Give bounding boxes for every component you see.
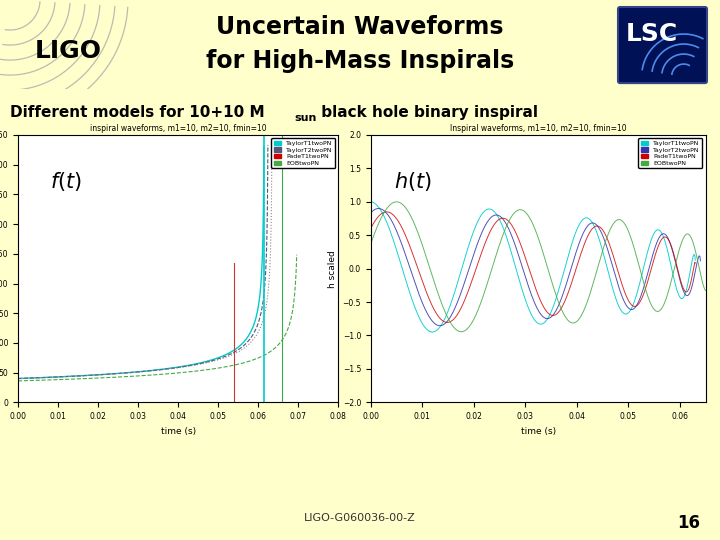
Text: LIGO: LIGO xyxy=(35,39,102,63)
Text: $h(t)$: $h(t)$ xyxy=(395,171,432,193)
Legend: TaylorT1twoPN, TaylorT2twoPN, PadeT1twoPN, EOBtwoPN: TaylorT1twoPN, TaylorT2twoPN, PadeT1twoP… xyxy=(271,138,336,168)
Text: LSC: LSC xyxy=(626,22,678,46)
Text: black hole binary inspiral: black hole binary inspiral xyxy=(316,105,538,120)
Text: $f(t)$: $f(t)$ xyxy=(50,171,82,193)
Text: 16: 16 xyxy=(677,514,700,532)
Text: for High-Mass Inspirals: for High-Mass Inspirals xyxy=(206,49,514,73)
Legend: TaylorT1twoPN, TaylorT2twoPN, PadeT1twoPN, EOBtwoPN: TaylorT1twoPN, TaylorT2twoPN, PadeT1twoP… xyxy=(639,138,703,168)
FancyBboxPatch shape xyxy=(618,7,707,83)
X-axis label: time (s): time (s) xyxy=(161,427,196,436)
Text: LIGO-G060036-00-Z: LIGO-G060036-00-Z xyxy=(304,513,416,523)
Text: sun: sun xyxy=(294,113,316,123)
Text: Different models for 10+10 M: Different models for 10+10 M xyxy=(10,105,265,120)
X-axis label: time (s): time (s) xyxy=(521,427,556,436)
Text: Uncertain Waveforms: Uncertain Waveforms xyxy=(216,15,504,39)
Title: inspiral waveforms, m1=10, m2=10, fmin=10: inspiral waveforms, m1=10, m2=10, fmin=1… xyxy=(90,124,266,133)
Title: Inspiral waveforms, m1=10, m2=10, fmin=10: Inspiral waveforms, m1=10, m2=10, fmin=1… xyxy=(450,124,626,133)
Y-axis label: h scaled: h scaled xyxy=(328,250,337,287)
